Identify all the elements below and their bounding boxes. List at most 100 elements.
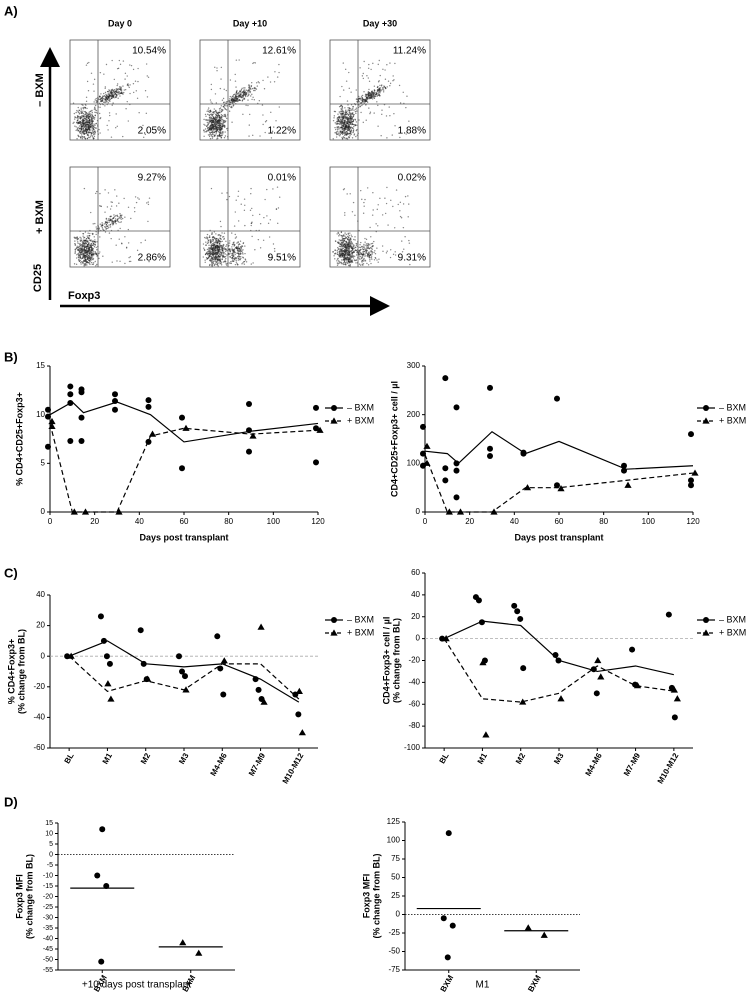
- event-dot: [355, 135, 357, 138]
- event-dot: [389, 256, 392, 259]
- event-dot: [361, 75, 364, 77]
- event-dot: [339, 255, 341, 257]
- event-dot: [369, 111, 372, 113]
- event-dot: [137, 67, 139, 70]
- event-dot: [344, 235, 346, 237]
- event-dot: [341, 131, 343, 134]
- event-dot: [209, 113, 212, 116]
- event-dot: [76, 245, 78, 248]
- event-dot: [267, 222, 270, 225]
- event-dot: [98, 257, 100, 260]
- event-dot: [213, 129, 215, 131]
- event-dot: [85, 249, 88, 251]
- event-dot: [340, 116, 342, 118]
- event-dot: [120, 218, 122, 220]
- y-axis-label: CD4+Foxp3+ cell / µl: [381, 617, 391, 705]
- event-dot: [107, 192, 110, 194]
- event-dot: [233, 225, 236, 227]
- column-header: Day +30: [363, 18, 397, 28]
- event-dot: [212, 242, 214, 245]
- event-dot: [107, 93, 110, 95]
- event-dot: [338, 134, 340, 136]
- y-tick-label: -20: [43, 893, 53, 900]
- event-dot: [92, 250, 95, 252]
- event-dot: [344, 237, 346, 240]
- event-dot: [237, 220, 240, 222]
- event-dot: [371, 96, 374, 98]
- gate-percent: 9.31%: [398, 253, 426, 264]
- data-point: [78, 414, 85, 421]
- event-dot: [339, 131, 342, 134]
- event-dot: [218, 123, 221, 125]
- event-dot: [90, 72, 93, 74]
- event-dot: [344, 111, 346, 114]
- event-dot: [79, 257, 82, 259]
- event-dot: [212, 261, 214, 263]
- event-dot: [82, 113, 85, 115]
- data-point: [257, 623, 265, 630]
- event-dot: [217, 249, 220, 252]
- event-dot: [336, 253, 339, 256]
- event-dot: [92, 137, 94, 139]
- event-dot: [405, 106, 407, 109]
- event-dot: [345, 126, 347, 128]
- event-dot: [214, 66, 216, 69]
- event-dot: [271, 130, 274, 133]
- event-dot: [348, 245, 350, 247]
- data-point: [220, 657, 228, 664]
- legend-label: + BXM: [347, 627, 374, 637]
- event-dot: [119, 221, 121, 224]
- event-dot: [81, 114, 83, 117]
- event-dot: [213, 112, 215, 114]
- event-dot: [120, 215, 122, 218]
- event-dot: [210, 131, 213, 134]
- event-dot: [364, 101, 366, 103]
- data-point: [524, 924, 532, 931]
- event-dot: [82, 241, 84, 243]
- event-dot: [342, 124, 345, 127]
- x-tick-label: M1: [476, 751, 490, 766]
- event-dot: [384, 69, 386, 71]
- event-dot: [219, 244, 221, 246]
- gate-percent: 1.22%: [268, 126, 296, 137]
- event-dot: [207, 119, 209, 121]
- event-dot: [362, 77, 365, 80]
- event-dot: [223, 137, 226, 139]
- event-dot: [80, 116, 82, 118]
- event-dot: [380, 134, 382, 137]
- event-dot: [206, 236, 208, 238]
- event-dot: [226, 128, 228, 130]
- x-tick-label: 40: [510, 517, 519, 526]
- event-dot: [372, 93, 375, 96]
- event-dot: [220, 116, 222, 118]
- event-dot: [350, 234, 352, 236]
- event-dot: [147, 203, 150, 206]
- event-dot: [237, 241, 240, 243]
- event-dot: [355, 98, 358, 100]
- event-dot: [95, 246, 97, 249]
- event-dot: [218, 116, 221, 118]
- event-dot: [210, 101, 212, 103]
- event-dot: [108, 91, 110, 93]
- event-dot: [255, 88, 258, 90]
- event-dot: [223, 126, 226, 129]
- event-dot: [78, 255, 81, 257]
- event-dot: [350, 108, 352, 110]
- event-dot: [244, 93, 247, 95]
- event-dot: [216, 136, 219, 138]
- event-dot: [367, 77, 370, 79]
- event-dot: [231, 98, 234, 100]
- event-dot: [341, 252, 344, 254]
- y-tick-label: -25: [43, 904, 53, 911]
- flow-events: [332, 59, 410, 140]
- event-dot: [346, 262, 349, 265]
- y-tick-label: -30: [43, 914, 53, 921]
- event-dot: [273, 247, 276, 250]
- event-dot: [208, 134, 211, 136]
- event-dot: [251, 235, 253, 238]
- event-dot: [402, 226, 405, 229]
- event-dot: [348, 110, 351, 112]
- event-dot: [83, 137, 86, 139]
- event-dot: [226, 198, 228, 201]
